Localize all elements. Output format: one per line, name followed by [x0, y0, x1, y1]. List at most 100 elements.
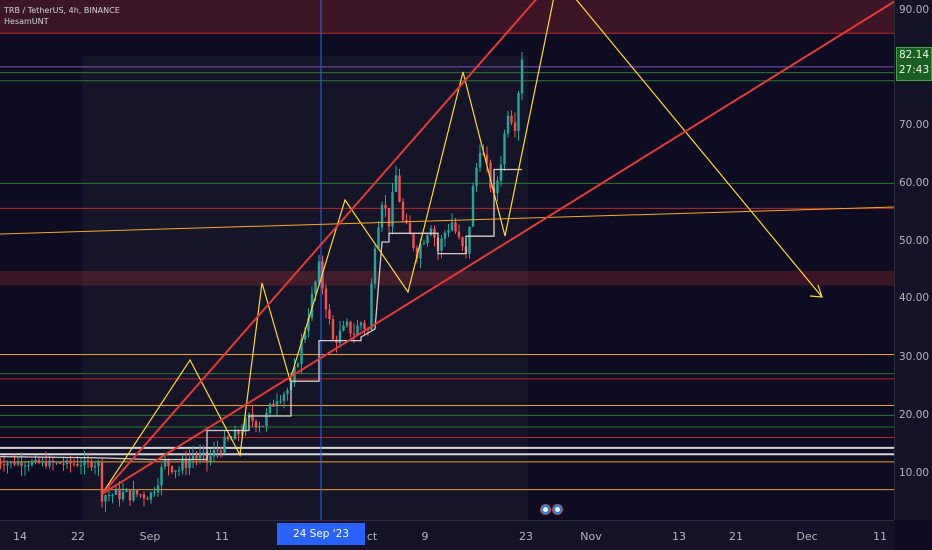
candle-body	[415, 248, 419, 259]
candle-body	[499, 164, 503, 181]
candle-body	[440, 238, 443, 251]
candle-body	[363, 322, 366, 330]
candle-body	[454, 222, 457, 232]
candle-body	[100, 462, 104, 502]
candle-body	[177, 470, 181, 472]
candle-body	[198, 453, 202, 458]
candle-body	[261, 425, 265, 427]
candle-body	[422, 243, 426, 245]
candle-body	[272, 403, 275, 407]
candle-body	[111, 494, 114, 496]
candle-body	[48, 460, 51, 467]
resistance-zone	[0, 0, 894, 34]
candle-body	[520, 59, 524, 94]
candle-body	[139, 494, 142, 496]
candle-body	[97, 462, 100, 467]
candle-body	[485, 154, 489, 163]
candle-body	[9, 461, 13, 464]
candle-body	[279, 400, 282, 402]
zigzag-pattern	[101, 0, 554, 495]
candle-body	[478, 152, 482, 168]
candle-body	[314, 281, 317, 294]
candle-body	[391, 191, 394, 227]
us-flag-icon[interactable]	[540, 504, 551, 515]
candle-body	[23, 465, 27, 467]
price-label: 90.00	[899, 4, 930, 16]
candle-body	[216, 449, 219, 451]
price-chart[interactable]	[0, 0, 894, 520]
current-price: 82.14	[898, 49, 930, 61]
candle-body	[195, 456, 198, 458]
candle-body	[447, 230, 450, 233]
candle-body	[181, 459, 184, 471]
candle-body	[93, 466, 97, 468]
candle-body	[13, 461, 16, 465]
time-label: Dec	[796, 530, 818, 543]
candle-body	[37, 459, 41, 463]
candle-body	[226, 436, 230, 440]
candle-body	[167, 459, 170, 467]
candle-countdown: 27:43	[898, 64, 930, 76]
price-label: 60.00	[899, 177, 930, 189]
time-axis[interactable]: 14 22 Sep 11 ct 9 23 Nov 13 21 Dec 11	[0, 520, 894, 550]
candle-body	[118, 488, 121, 500]
time-label: Nov	[580, 530, 602, 543]
time-label: 9	[421, 530, 429, 543]
candle-body	[233, 430, 237, 440]
candle-body	[16, 462, 20, 465]
price-axis[interactable]: 90.00 82.14 27:43 70.00 60.00 50.00 40.0…	[894, 0, 932, 520]
candle-body	[412, 234, 415, 249]
candle-body	[125, 489, 128, 492]
candle-body	[461, 237, 464, 247]
candle-body	[72, 463, 76, 465]
candle-body	[41, 461, 44, 463]
candle-body	[254, 421, 258, 428]
candle-body	[443, 232, 447, 239]
us-flag-icon[interactable]	[552, 504, 563, 515]
candle-body	[163, 459, 167, 467]
candle-body	[506, 115, 510, 134]
candle-body	[184, 459, 188, 468]
candle-body	[121, 491, 125, 500]
candle-body	[223, 436, 226, 453]
candle-body	[275, 401, 279, 407]
candle-body	[370, 283, 373, 330]
candle-body	[258, 425, 261, 428]
candle-body	[457, 231, 461, 238]
time-label: 13	[672, 530, 686, 543]
candle-body	[62, 463, 65, 465]
candle-body	[219, 450, 223, 453]
candle-body	[373, 248, 377, 284]
candle-body	[394, 175, 398, 192]
candle-body	[135, 489, 139, 495]
candle-body	[310, 293, 314, 318]
candle-body	[34, 459, 37, 462]
candle-body	[387, 207, 391, 227]
channel-upper-line	[101, 0, 537, 495]
candle-body	[212, 449, 216, 457]
events-flag-icon[interactable]	[540, 504, 564, 516]
candle-body	[55, 462, 58, 464]
candle-body	[104, 495, 107, 502]
candle-body	[86, 460, 90, 463]
candle-body	[398, 175, 401, 202]
candle-body	[20, 462, 23, 466]
candle-body	[69, 460, 72, 464]
candle-body	[128, 489, 132, 501]
candle-body	[286, 390, 289, 395]
candle-body	[282, 394, 286, 401]
candle-body	[408, 222, 412, 235]
time-label: 21	[729, 530, 743, 543]
candle-body	[174, 470, 177, 472]
candle-body	[65, 460, 69, 465]
candle-body	[419, 244, 422, 259]
candle-body	[251, 414, 254, 422]
current-price-badge: 82.14 27:43	[896, 47, 932, 81]
projection-arrow	[575, 0, 823, 298]
candle-body	[328, 309, 331, 320]
chart-shade	[82, 56, 528, 520]
time-label: Sep	[139, 530, 161, 543]
resistance-zone	[0, 271, 894, 286]
candle-body	[349, 321, 352, 334]
